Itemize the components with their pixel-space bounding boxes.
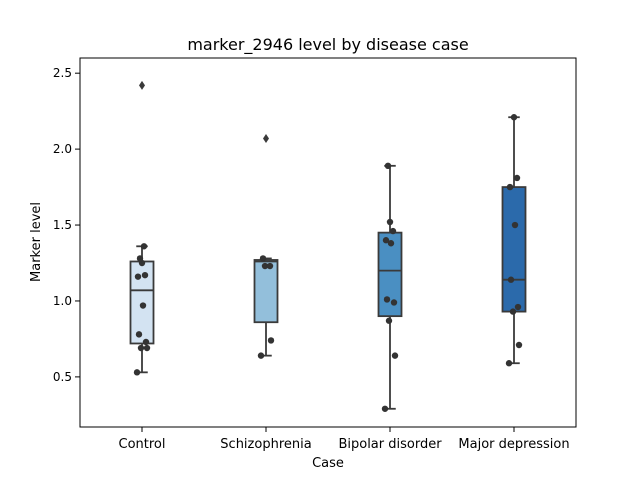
data-point xyxy=(143,344,151,352)
data-point xyxy=(384,162,392,170)
data-point xyxy=(513,174,521,182)
data-point xyxy=(382,237,390,244)
data-point xyxy=(385,317,393,324)
data-point xyxy=(505,360,513,367)
data-point xyxy=(391,352,399,359)
y-tick-label: 1.5 xyxy=(53,218,72,232)
data-point xyxy=(135,331,143,338)
data-point xyxy=(386,218,394,226)
data-point xyxy=(142,338,150,346)
x-axis-label: Case xyxy=(312,456,344,471)
data-point xyxy=(136,255,144,262)
data-point xyxy=(381,405,389,412)
outlier-marker xyxy=(263,133,269,143)
box xyxy=(253,259,279,324)
data-point xyxy=(267,337,275,344)
data-point xyxy=(387,240,395,247)
data-point xyxy=(507,276,515,283)
data-point xyxy=(257,352,265,359)
data-point xyxy=(137,344,145,352)
outlier-marker xyxy=(139,80,145,90)
data-point xyxy=(506,183,514,191)
data-point xyxy=(140,243,148,250)
data-point xyxy=(139,302,147,309)
plot-frame xyxy=(79,57,577,428)
data-point xyxy=(390,299,398,306)
data-point xyxy=(134,273,142,280)
data-point xyxy=(261,262,269,270)
y-tick-label: 1.0 xyxy=(53,294,72,308)
data-point xyxy=(133,369,141,376)
y-tick-label: 2.5 xyxy=(53,66,72,80)
chart-title: marker_2946 level by disease case xyxy=(187,35,468,55)
y-tick-label: 2.0 xyxy=(53,142,72,156)
data-point xyxy=(259,255,267,262)
data-point xyxy=(266,262,274,270)
data-point xyxy=(383,296,391,303)
y-axis-label: Marker level xyxy=(29,202,44,282)
data-point xyxy=(510,114,518,121)
data-point xyxy=(511,221,519,229)
data-point xyxy=(141,271,149,279)
data-point xyxy=(514,303,522,311)
data-point xyxy=(515,341,523,349)
x-tick-label: Bipolar disorder xyxy=(338,437,442,452)
x-tick-label: Major depression xyxy=(458,437,569,452)
y-tick-label: 0.5 xyxy=(53,370,72,384)
box xyxy=(377,231,403,318)
plot-area xyxy=(129,80,527,412)
data-point xyxy=(509,308,517,315)
x-tick-label: Control xyxy=(119,437,166,452)
data-point xyxy=(389,227,397,235)
box xyxy=(501,186,527,313)
x-tick-label: Schizophrenia xyxy=(220,437,311,452)
